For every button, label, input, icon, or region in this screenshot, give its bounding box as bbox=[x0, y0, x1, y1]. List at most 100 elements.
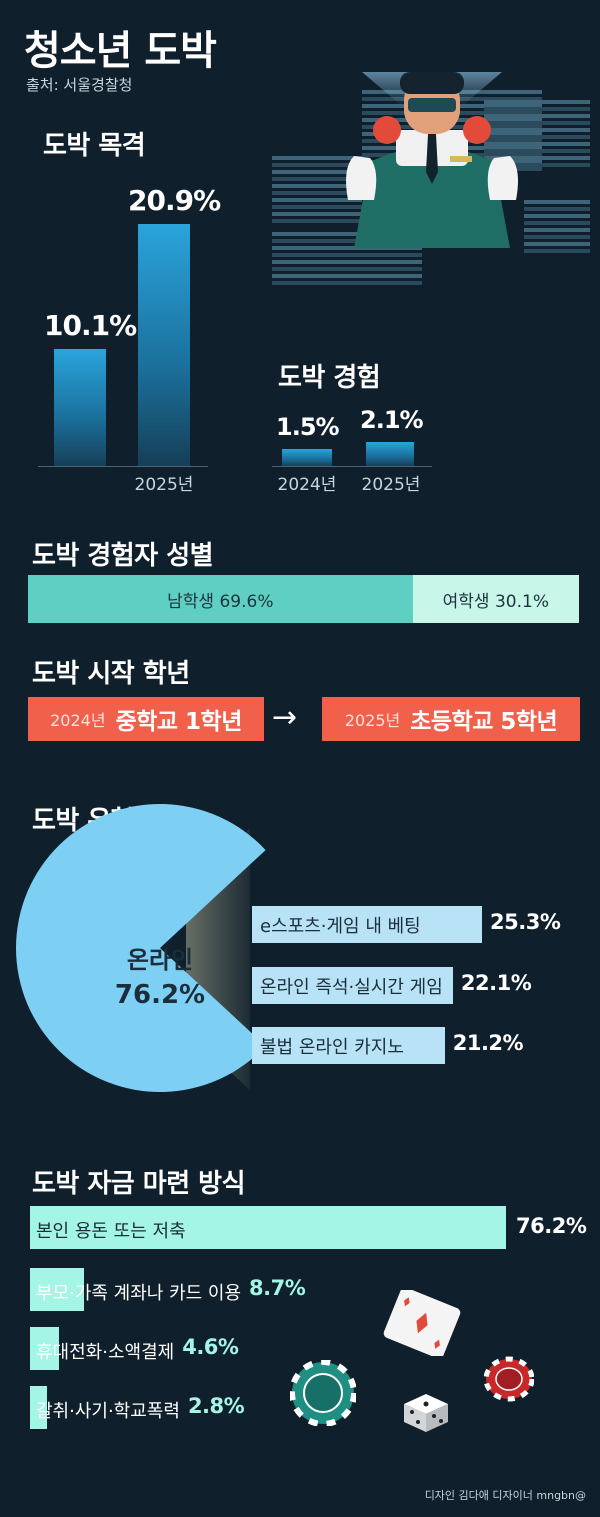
online-bar-0: e스포츠·게임 내 베팅 bbox=[252, 906, 482, 943]
online-breakdown: e스포츠·게임 내 베팅 25.3% 온라인 즉석·실시간 게임 22.1% 불… bbox=[252, 906, 561, 1064]
chip-stack-line bbox=[484, 107, 590, 111]
chip-stack-line bbox=[524, 221, 590, 225]
chip-stack-line bbox=[272, 232, 422, 236]
chip-stack-line bbox=[272, 260, 422, 264]
casino-chip-icon bbox=[484, 1356, 534, 1402]
credit-note: 디자인 김다애 디자이너 mngbn@ bbox=[424, 1489, 586, 1502]
chip-stack-line bbox=[272, 156, 362, 160]
fund-val-1: 8.7% bbox=[249, 1276, 306, 1300]
experience-tick-0: 2024년 bbox=[277, 475, 337, 495]
chip-stack-line bbox=[524, 228, 590, 232]
online-val-1: 22.1% bbox=[460, 971, 532, 995]
chip-stack-line bbox=[272, 253, 422, 257]
fund-title: 도박 자금 마련 방식 bbox=[32, 1169, 246, 1199]
witness-label-1: 20.9% bbox=[128, 183, 221, 217]
chip-stack-line bbox=[524, 249, 590, 253]
chip-stack-line bbox=[272, 205, 362, 209]
witness-bar-1 bbox=[138, 223, 190, 466]
chip-stack-line bbox=[272, 170, 362, 174]
chip-stack-line bbox=[272, 212, 362, 216]
experience-bar-1 bbox=[366, 441, 414, 466]
witness-axis bbox=[38, 466, 208, 467]
gender-bar: 남학생 69.6% 여학생 30.1% bbox=[28, 575, 579, 623]
chip-stack-line bbox=[524, 207, 590, 211]
chip-stack-line bbox=[484, 121, 590, 125]
playing-card-icon bbox=[383, 1290, 461, 1356]
chip-stack-line bbox=[484, 114, 590, 118]
online-bar-label-0: e스포츠·게임 내 베팅 bbox=[260, 915, 421, 937]
chip-stack-line bbox=[524, 200, 590, 204]
chip-stack-line bbox=[524, 242, 590, 246]
grade-title: 도박 시작 학년 bbox=[32, 659, 190, 689]
experience-bar-0 bbox=[282, 448, 332, 466]
page-title: 청소년 도박 bbox=[24, 28, 217, 74]
online-bar-label-2: 불법 온라인 카지노 bbox=[260, 1036, 404, 1058]
chip-stack-line bbox=[272, 267, 422, 271]
gender-female-label: 여학생 30.1% bbox=[442, 591, 549, 612]
fund-label-1: 부모·가족 계좌나 카드 이용 bbox=[36, 1283, 242, 1304]
fund-bar-3 bbox=[30, 1386, 48, 1429]
chip-stack-line bbox=[272, 163, 362, 167]
fund-val-0: 76.2% bbox=[516, 1214, 587, 1238]
fund-label-0: 본인 용돈 또는 저축 bbox=[36, 1221, 186, 1242]
chip-stack-line bbox=[272, 184, 362, 188]
chip-stack-line bbox=[272, 191, 362, 195]
online-bar-label-1: 온라인 즉석·실시간 게임 bbox=[260, 976, 443, 998]
gender-title: 도박 경험자 성별 bbox=[32, 541, 214, 571]
chip-stack-line bbox=[524, 214, 590, 218]
casino-chip-icon bbox=[290, 1360, 356, 1426]
experience-tick-1: 2025년 bbox=[361, 475, 421, 495]
witness-label-0: 10.1% bbox=[44, 308, 137, 342]
grade-2024-value: 중학교 1학년 bbox=[115, 709, 243, 735]
chip-stack-line bbox=[484, 149, 590, 153]
online-bar-1: 온라인 즉석·실시간 게임 bbox=[252, 967, 453, 1004]
gender-female-segment: 여학생 30.1% bbox=[412, 575, 579, 623]
fund-label-3: 갈취·사기·학교폭력 bbox=[36, 1401, 180, 1422]
experience-label-1: 2.1% bbox=[360, 405, 424, 434]
chip-stack-line bbox=[272, 177, 362, 181]
witness-title: 도박 목격 bbox=[43, 131, 146, 161]
online-pie: 온라인 76.2% bbox=[16, 804, 266, 1092]
chip-stack-line bbox=[484, 156, 590, 160]
experience-chart: 1.5% 2.1% 2024년 2025년 bbox=[0, 0, 600, 500]
grade-2025-value: 초등학교 5학년 bbox=[410, 709, 558, 735]
pie-center-value: 76.2% bbox=[115, 980, 205, 1010]
witness-tick-1: 2025년 bbox=[134, 475, 194, 495]
grade-2025-year: 2025년 bbox=[344, 711, 401, 730]
witness-bar-0 bbox=[54, 348, 106, 466]
chip-stack-line bbox=[484, 128, 590, 132]
chip-stack-line bbox=[272, 198, 362, 202]
source-note: 출처: 서울경찰청 bbox=[26, 76, 133, 94]
chip-stack-line bbox=[272, 281, 422, 285]
gender-male-segment: 남학생 69.6% bbox=[28, 575, 413, 623]
chip-stack-line bbox=[484, 142, 590, 146]
pie-slice-online bbox=[16, 804, 266, 1092]
arrow-icon: → bbox=[272, 700, 298, 735]
chip-stack-line bbox=[524, 235, 590, 239]
experience-title: 도박 경험 bbox=[278, 363, 381, 393]
gender-male-label: 남학생 69.6% bbox=[167, 591, 274, 612]
fund-val-3: 2.8% bbox=[187, 1394, 245, 1418]
chip-stack-line bbox=[272, 239, 422, 243]
fund-val-2: 4.6% bbox=[182, 1335, 239, 1359]
fund-bar-1 bbox=[30, 1268, 85, 1311]
experience-label-0: 1.5% bbox=[276, 412, 340, 441]
chip-stack-line bbox=[484, 163, 590, 167]
experience-axis bbox=[272, 466, 432, 467]
grade-2024-box: 2024년 중학교 1학년 bbox=[28, 697, 264, 741]
dice-icon bbox=[404, 1394, 448, 1432]
pie-center-label: 온라인 bbox=[127, 946, 193, 974]
grade-2025-box: 2025년 초등학교 5학년 bbox=[322, 697, 580, 741]
chip-stack-line bbox=[484, 135, 590, 139]
fund-bar-2 bbox=[30, 1327, 59, 1370]
witness-chart: 10.1% 20.9% 2025년 bbox=[0, 0, 600, 500]
chip-stack-line bbox=[272, 246, 422, 250]
chip-stack-line bbox=[272, 219, 362, 223]
chip-stack-line bbox=[484, 100, 590, 104]
online-val-0: 25.3% bbox=[490, 910, 561, 934]
fund-label-2: 휴대전화·소액결제 bbox=[36, 1342, 175, 1363]
fund-bar-0 bbox=[30, 1206, 506, 1249]
chip-stack-line bbox=[272, 274, 422, 278]
grade-2024-year: 2024년 bbox=[50, 711, 106, 730]
